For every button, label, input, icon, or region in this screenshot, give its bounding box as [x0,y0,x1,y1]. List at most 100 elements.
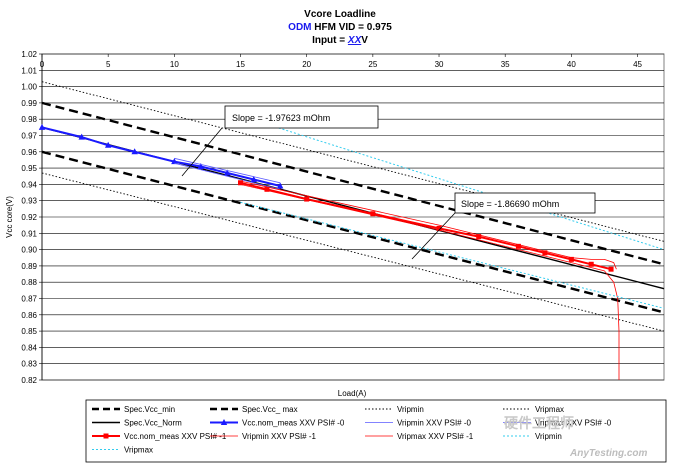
data-point [250,176,257,183]
y-tick-label: 0.93 [21,197,37,206]
y-axis-label: Vcc core(V) [5,196,14,238]
y-tick-label: 0.82 [21,376,37,385]
y-tick-label: 0.94 [21,180,37,189]
data-point [476,234,482,240]
slope-callout-1: Slope = -1.97623 mOhm [181,105,379,177]
x-tick-label: 35 [501,60,510,69]
x-tick-label: 15 [236,60,245,69]
slope-callout-2-text: Slope = -1.86690 mOhm [461,199,559,209]
series-line-6 [174,162,281,190]
y-tick-label: 0.88 [21,278,37,287]
chart-title-input: Input = [312,35,348,46]
data-point [264,186,270,192]
x-tick-label: 10 [170,60,179,69]
watermark-cn: 硬件工程师 [504,415,574,431]
data-point [436,225,442,231]
slope-callout-2-box [454,192,596,214]
legend-entry: Vripmin XXV PSI# -1 [242,432,317,441]
data-point [370,211,376,217]
x-tick-label: 0 [40,60,45,69]
chart-title-vid: HFM VID = 0.975 [312,22,393,33]
y-tick-label: 0.86 [21,311,37,320]
legend-box [85,399,667,463]
chart-title-line2: ODM HFM VID = 0.975 [288,22,392,33]
legend-entry: Spec.Vcc_min [124,405,175,414]
legend-entry: Spec.Vcc_ max [242,405,298,414]
tick-layer: 0.82 0.83 0.84 0.85 0.86 0.87 0.88 0.89 0.90 0.91… [21,50,642,385]
chart-title-line3: Input = XXV [312,35,368,46]
y-tick-label: 0.87 [21,295,37,304]
data-point [171,158,178,165]
y-tick-label: 0.85 [21,327,37,336]
legend-entry: Vripmax XXV PSI# -0 [535,419,612,428]
data-point [220,419,228,425]
data-point [568,256,574,262]
legend-entry: Vripmax XXV PSI# -1 [397,432,474,441]
series-line-11 [240,201,665,309]
slope-callout-1-box [224,105,379,129]
data-point [224,169,231,176]
slope-callout-1-text: Slope = -1.97623 mOhm [232,113,330,123]
slope-callout-1-pointer [181,127,223,177]
slope-callout-2: Slope = -1.86690 mOhm [411,192,596,260]
x-tick-label: 40 [567,60,576,69]
y-tick-label: 0.83 [21,360,37,369]
y-tick-label: 1.00 [21,83,37,92]
data-point [104,141,112,148]
series-line-9 [240,184,620,380]
data-point [277,182,284,189]
watermark-url: AnyTesting.com [569,448,648,459]
data-point [238,180,244,186]
data-point [197,162,205,169]
y-tick-label: 1.02 [21,50,37,59]
data-point [588,261,594,267]
y-tick-label: 0.89 [21,262,37,271]
data-point [608,266,614,272]
y-tick-label: 0.90 [21,246,37,255]
data-point [78,133,85,140]
y-tick-label: 0.98 [21,115,37,124]
x-tick-label: 20 [302,60,311,69]
x-axis-label: Load(A) [338,389,367,398]
chart-title-xx: XX [347,35,363,46]
chart-title-v: V [361,35,368,46]
legend-entry: Vcc.nom_meas XXV PSI# -0 [242,419,345,428]
x-tick-label: 5 [106,60,111,69]
legend-entry: Vripmin [535,432,562,441]
legend-entry: Vripmin XXV PSI# -0 [397,419,472,428]
series-line-1 [41,101,665,266]
y-tick-label: 0.99 [21,99,37,108]
data-point [103,433,109,439]
legend-entry: Vripmax [535,405,564,414]
y-tick-label: 1.01 [21,66,37,75]
legend-entry: Vripmin [397,405,424,414]
chart-title-line1: Vcore Loadline [304,9,376,20]
data-point [304,196,310,202]
y-tick-label: 0.84 [21,343,37,352]
y-tick-label: 0.97 [21,132,37,141]
series-line-10 [240,180,617,270]
grid-layer [41,53,664,381]
series-line-7 [174,157,281,184]
series-line-0 [41,150,665,314]
y-tick-label: 0.95 [21,164,37,173]
data-point [515,243,521,249]
y-tick-label: 0.92 [21,213,37,222]
legend-entry: Vcc.nom_meas XXV PSI# -1 [124,432,227,441]
series-layer [38,81,665,380]
x-tick-label: 30 [435,60,444,69]
legend: Spec.Vcc_min Spec.Vcc_ max Vripmin Vripmax S… [92,405,612,455]
y-tick-label: 0.96 [21,148,37,157]
legend-entry: Vripmax [124,446,153,455]
x-tick-label: 45 [633,60,642,69]
data-point [131,148,138,155]
x-tick-label: 25 [368,60,377,69]
slope-callout-2-pointer [411,212,456,260]
y-tick-label: 0.91 [21,229,37,238]
data-point [542,250,548,256]
data-point [38,123,46,130]
chart-title-odm: ODM [288,22,311,33]
legend-entry: Spec.Vcc_Norm [124,419,182,428]
